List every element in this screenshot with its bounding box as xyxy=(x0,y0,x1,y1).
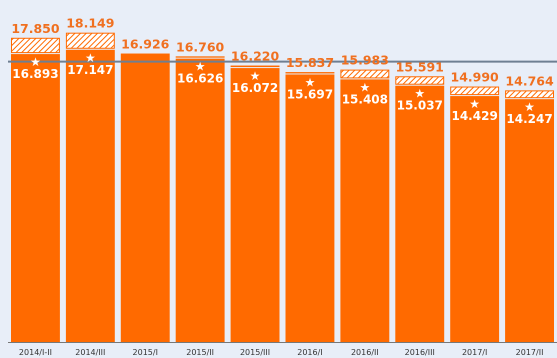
inner-value-label-0: 16.893 xyxy=(12,67,58,81)
top-value-label-7: 15.591 xyxy=(396,59,444,74)
x-tick-label-7: 2016/III xyxy=(405,348,435,357)
bar-hatch-7 xyxy=(395,76,445,85)
star-marker-3: ★ xyxy=(195,60,206,74)
x-tick-label-6: 2016/II xyxy=(351,348,379,357)
bar-7 xyxy=(395,85,445,343)
inner-value-label-9: 14.247 xyxy=(506,112,552,126)
star-marker-5: ★ xyxy=(305,75,316,89)
top-value-label-4: 16.220 xyxy=(231,49,280,64)
top-value-label-3: 16.760 xyxy=(176,39,225,54)
x-tick-label-0: 2014/I-II xyxy=(19,348,52,357)
bar-hatch-0 xyxy=(11,37,60,54)
x-tick-label-1: 2014/III xyxy=(75,348,105,357)
x-tick-label-5: 2016/I xyxy=(297,348,322,357)
inner-value-label-4: 16.072 xyxy=(232,81,278,95)
top-value-label-2: 16.926 xyxy=(121,37,170,52)
bar-hatch-4 xyxy=(230,65,280,68)
bar-6 xyxy=(340,79,390,342)
bar-hatch-6 xyxy=(340,69,390,79)
bar-2 xyxy=(120,53,170,342)
top-value-label-6: 15.983 xyxy=(341,53,389,68)
x-tick-label-8: 2017/I xyxy=(462,348,487,357)
x-tick-label-3: 2015/II xyxy=(186,348,214,357)
bars-group xyxy=(11,32,555,343)
top-value-label-8: 14.990 xyxy=(451,70,500,85)
bar-1 xyxy=(65,49,115,343)
top-value-label-9: 14.764 xyxy=(505,73,554,88)
x-tick-label-9: 2017/II xyxy=(516,348,544,357)
labels-group: 17.850★16.8932014/I-II18.149★17.1472014/… xyxy=(11,16,554,357)
inner-value-label-6: 15.408 xyxy=(342,92,388,106)
star-marker-8: ★ xyxy=(469,97,480,111)
star-marker-0: ★ xyxy=(30,55,41,69)
bar-9 xyxy=(505,99,554,342)
top-value-label-5: 15.837 xyxy=(286,55,334,70)
inner-value-label-8: 14.429 xyxy=(451,109,497,123)
x-tick-label-4: 2015/III xyxy=(240,348,270,357)
bar-hatch-1 xyxy=(65,32,115,49)
star-marker-6: ★ xyxy=(359,80,370,94)
bar-8 xyxy=(450,96,500,342)
inner-value-label-7: 15.037 xyxy=(397,99,443,113)
star-marker-9: ★ xyxy=(524,100,535,114)
inner-value-label-5: 15.697 xyxy=(287,87,333,101)
inner-value-label-3: 16.626 xyxy=(177,72,223,86)
top-value-label-0: 17.850 xyxy=(11,21,60,36)
bar-hatch-8 xyxy=(450,86,500,96)
bar-hatch-9 xyxy=(505,90,555,99)
star-marker-1: ★ xyxy=(85,51,96,65)
x-tick-label-2: 2015/I xyxy=(133,348,158,357)
star-marker-7: ★ xyxy=(414,87,425,101)
top-value-label-1: 18.149 xyxy=(66,16,114,31)
bar-3 xyxy=(175,58,225,342)
bar-5 xyxy=(285,74,335,342)
bar-4 xyxy=(230,68,280,343)
star-marker-4: ★ xyxy=(250,69,261,83)
bar-0 xyxy=(11,54,60,343)
inner-value-label-1: 17.147 xyxy=(67,63,113,77)
